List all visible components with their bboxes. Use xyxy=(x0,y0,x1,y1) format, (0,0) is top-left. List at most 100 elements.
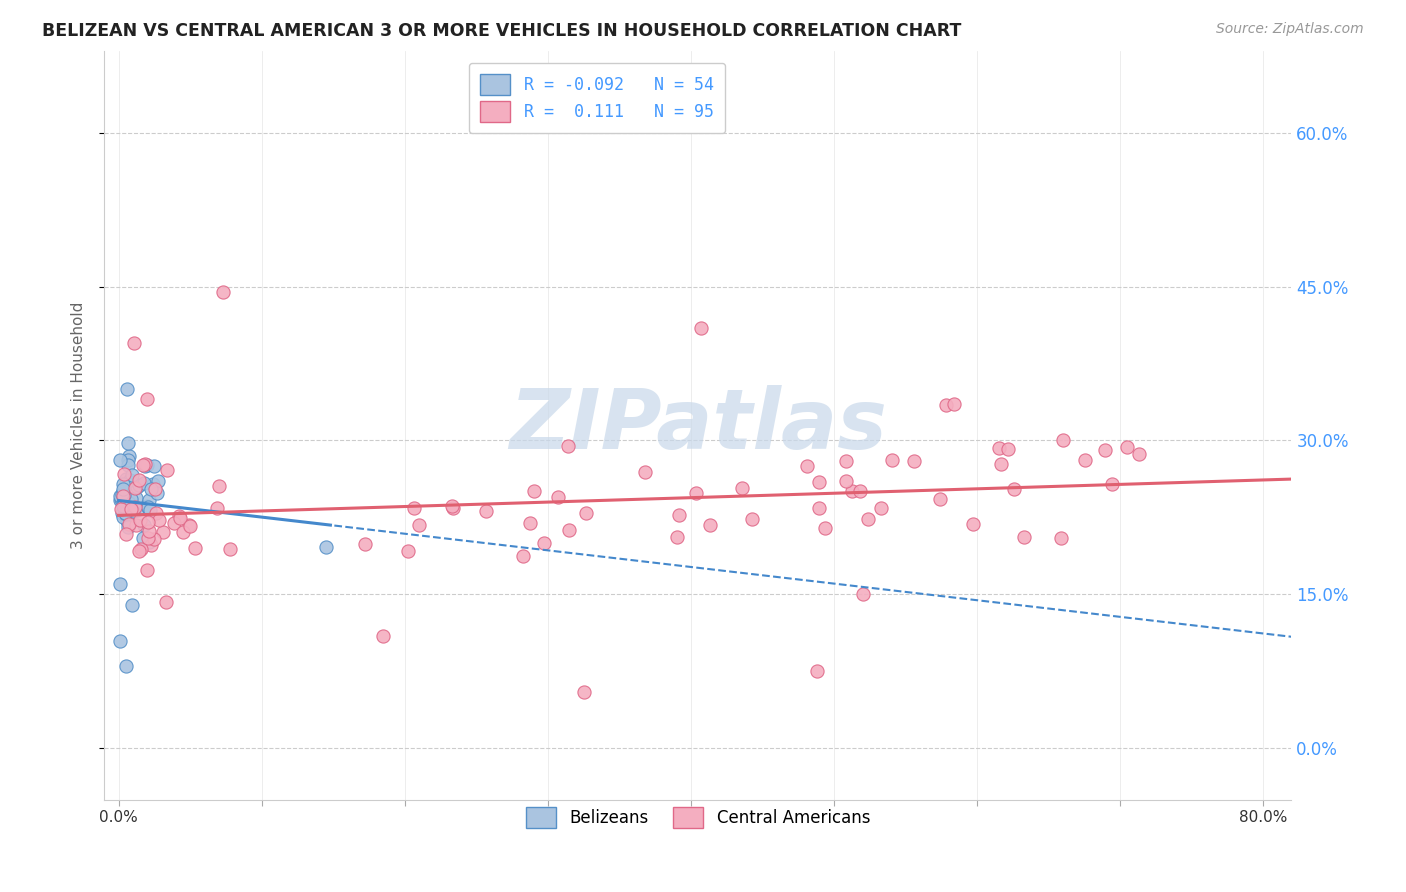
Point xyxy=(117,436,139,450)
Point xyxy=(512,549,534,563)
Point xyxy=(125,518,148,533)
Point xyxy=(112,467,135,482)
Point xyxy=(115,526,138,541)
Point xyxy=(806,665,828,679)
Point xyxy=(112,488,135,502)
Point xyxy=(122,336,145,351)
Point xyxy=(929,492,952,507)
Point xyxy=(138,524,160,538)
Point xyxy=(1049,531,1071,545)
Point xyxy=(124,481,146,495)
Point xyxy=(849,484,872,499)
Point xyxy=(404,501,426,516)
Point xyxy=(125,491,148,506)
Point xyxy=(111,483,134,497)
Point xyxy=(741,512,763,526)
Point xyxy=(148,513,170,527)
Point xyxy=(1101,477,1123,491)
Point xyxy=(988,442,1011,456)
Point xyxy=(112,483,135,498)
Point xyxy=(117,458,139,472)
Point xyxy=(114,506,136,520)
Text: ZIPatlas: ZIPatlas xyxy=(509,384,887,466)
Point xyxy=(558,523,581,537)
Point xyxy=(120,492,142,507)
Point xyxy=(114,508,136,522)
Point xyxy=(128,473,150,487)
Point xyxy=(120,502,142,516)
Point xyxy=(396,544,419,558)
Point xyxy=(111,487,134,501)
Point xyxy=(699,517,721,532)
Legend: Belizeans, Central Americans: Belizeans, Central Americans xyxy=(517,799,879,836)
Point xyxy=(139,538,162,552)
Point xyxy=(1074,453,1097,467)
Point xyxy=(990,458,1012,472)
Point xyxy=(142,477,165,491)
Point xyxy=(132,458,155,472)
Point xyxy=(108,493,131,508)
Point xyxy=(441,500,464,515)
Point xyxy=(118,496,141,510)
Point xyxy=(138,535,160,549)
Point xyxy=(138,531,160,545)
Point xyxy=(179,519,201,533)
Point xyxy=(142,532,165,546)
Point xyxy=(136,392,159,407)
Point xyxy=(128,477,150,491)
Point xyxy=(155,595,177,609)
Point xyxy=(169,511,191,525)
Point xyxy=(665,530,688,544)
Point xyxy=(114,472,136,486)
Point xyxy=(125,502,148,516)
Point xyxy=(841,483,863,498)
Point xyxy=(685,486,707,500)
Point xyxy=(118,517,141,532)
Point xyxy=(814,521,837,535)
Point xyxy=(146,486,169,500)
Point xyxy=(134,457,156,471)
Point xyxy=(135,563,157,577)
Point xyxy=(1052,433,1074,447)
Point xyxy=(156,463,179,477)
Point xyxy=(136,500,159,514)
Point xyxy=(835,475,858,489)
Point xyxy=(118,473,141,487)
Point xyxy=(145,506,167,520)
Point xyxy=(110,491,132,506)
Point xyxy=(112,509,135,524)
Point xyxy=(1002,482,1025,496)
Point xyxy=(731,481,754,495)
Point xyxy=(870,500,893,515)
Point xyxy=(129,542,152,557)
Point xyxy=(114,479,136,493)
Point xyxy=(108,633,131,648)
Point xyxy=(146,475,169,489)
Point xyxy=(1094,443,1116,458)
Point xyxy=(108,490,131,504)
Point xyxy=(110,501,132,516)
Point xyxy=(408,517,430,532)
Point xyxy=(207,479,229,493)
Point xyxy=(205,500,228,515)
Point xyxy=(903,454,925,468)
Point xyxy=(219,542,242,557)
Point xyxy=(138,492,160,507)
Point xyxy=(111,499,134,513)
Point xyxy=(880,452,903,467)
Point xyxy=(117,514,139,528)
Point xyxy=(634,465,657,479)
Point xyxy=(132,517,155,532)
Text: Source: ZipAtlas.com: Source: ZipAtlas.com xyxy=(1216,22,1364,37)
Point xyxy=(114,659,136,673)
Point xyxy=(547,490,569,504)
Point xyxy=(315,540,337,554)
Point xyxy=(141,482,163,496)
Point xyxy=(152,524,174,539)
Point xyxy=(533,536,555,550)
Point xyxy=(138,503,160,517)
Point xyxy=(117,519,139,533)
Point xyxy=(807,501,830,516)
Point xyxy=(172,524,194,539)
Point xyxy=(212,285,235,299)
